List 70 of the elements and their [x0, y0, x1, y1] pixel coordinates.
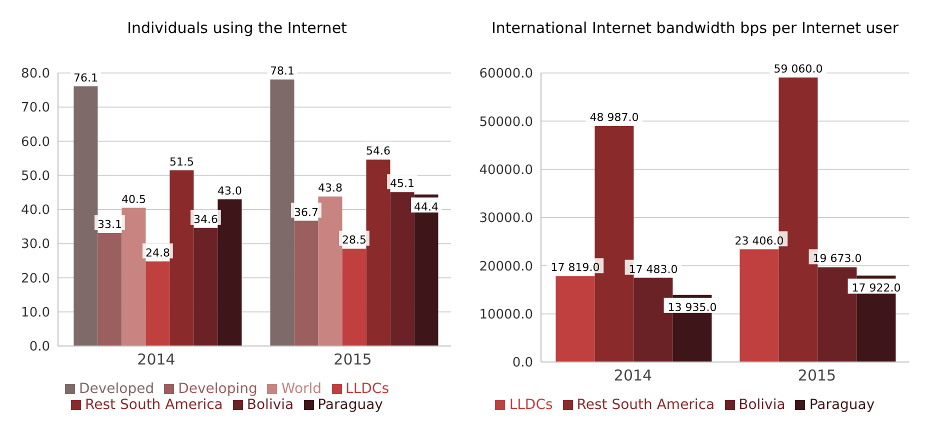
legend-label: LLDCs	[509, 397, 553, 413]
legend-label: Bolivia	[738, 397, 786, 413]
data-label: 36.7	[294, 206, 318, 219]
bar	[122, 208, 146, 346]
bar	[98, 233, 122, 346]
data-label: 43.8	[318, 182, 342, 195]
y-tick-label: 10.0	[21, 305, 50, 320]
data-label: 23 406.0	[734, 234, 784, 248]
y-tick-label: 80.0	[21, 66, 50, 82]
legend-label: Rest South America	[576, 397, 715, 413]
y-tick-label: 60.0	[21, 134, 50, 150]
bar	[366, 160, 390, 346]
legend-label: Bolivia	[246, 397, 294, 413]
data-label: 59 060.0	[774, 62, 823, 76]
data-label: 24.8	[145, 246, 170, 260]
y-tick-label: 0.0	[29, 340, 50, 355]
bar	[390, 192, 414, 346]
x-tick-label: 2015	[798, 366, 836, 385]
data-label: 76.1	[73, 71, 98, 84]
data-label: 34.6	[193, 212, 218, 226]
x-tick-label: 2014	[614, 366, 652, 385]
y-tick-label: 40.0	[21, 203, 50, 218]
bar	[194, 228, 218, 346]
bar	[218, 199, 242, 346]
bar	[170, 170, 194, 346]
chart-title: International Internet bandwidth bps per Internet user	[490, 18, 900, 39]
data-label: 17 819.0	[550, 261, 600, 274]
data-label: 51.5	[169, 155, 194, 168]
data-label: 28.5	[342, 234, 366, 247]
y-tick-label: 30000.0	[479, 211, 533, 226]
legend-label: Rest South America	[85, 397, 223, 413]
y-tick-label: 60000.0	[479, 66, 533, 82]
data-label: 40.5	[121, 192, 146, 206]
legend-label: Paraguay	[809, 397, 875, 413]
data-label: 17 483.0	[628, 262, 678, 276]
bar	[318, 196, 342, 346]
data-label: 33.1	[97, 218, 122, 232]
bar	[146, 261, 170, 346]
y-tick-label: 50.0	[21, 168, 50, 184]
y-tick-label: 20000.0	[479, 259, 533, 274]
legend-label: LLDCs	[346, 381, 389, 397]
y-tick-label: 50000.0	[479, 114, 533, 130]
y-tick-label: 10000.0	[479, 307, 533, 322]
data-label: 44.4	[414, 200, 438, 214]
bar	[294, 220, 318, 346]
legend-label: Paraguay	[318, 397, 383, 413]
x-tick-label: 2015	[334, 350, 372, 369]
legend-label: Developed	[78, 381, 154, 397]
bar	[270, 79, 294, 346]
chart-title: Individuals using the Internet	[126, 18, 348, 39]
y-tick-label: 70.0	[21, 100, 50, 116]
bar	[556, 276, 595, 362]
y-tick-label: 30.0	[21, 237, 50, 252]
data-label: 78.1	[270, 64, 294, 78]
bar	[740, 249, 779, 362]
data-label: 54.6	[366, 144, 390, 158]
bar	[342, 248, 366, 346]
data-label: 19 673.0	[812, 252, 862, 266]
data-label: 48 987.0	[590, 111, 639, 124]
data-label: 17 922.0	[852, 282, 901, 295]
x-tick-label: 2014	[137, 350, 176, 369]
y-tick-label: 0.0	[512, 356, 533, 371]
data-label: 45.1	[390, 177, 414, 190]
y-tick-label: 40000.0	[479, 162, 533, 178]
data-label: 43.0	[217, 184, 242, 198]
bar	[74, 86, 98, 346]
data-label: 13 935.0	[668, 300, 717, 314]
legend-label: Developing	[178, 381, 258, 397]
legend-label: World	[281, 381, 322, 397]
y-tick-label: 20.0	[21, 271, 50, 286]
